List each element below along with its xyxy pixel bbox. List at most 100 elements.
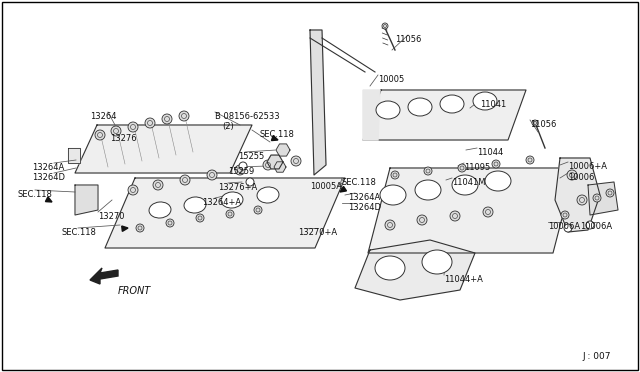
Text: J : 007: J : 007 — [582, 352, 611, 361]
Text: 11056: 11056 — [530, 120, 556, 129]
Circle shape — [180, 175, 190, 185]
Circle shape — [196, 214, 204, 222]
Polygon shape — [274, 162, 286, 172]
Circle shape — [128, 122, 138, 132]
Circle shape — [567, 170, 577, 180]
Text: 10005: 10005 — [378, 75, 404, 84]
Text: 13276: 13276 — [110, 134, 136, 143]
Text: 10006: 10006 — [568, 173, 595, 182]
Circle shape — [458, 164, 466, 172]
Circle shape — [263, 160, 273, 170]
Circle shape — [577, 195, 587, 205]
Ellipse shape — [376, 101, 400, 119]
Text: 11056: 11056 — [395, 35, 421, 44]
Circle shape — [424, 167, 432, 175]
Polygon shape — [122, 226, 128, 231]
Ellipse shape — [184, 197, 206, 213]
Circle shape — [246, 178, 254, 186]
Ellipse shape — [473, 92, 497, 110]
Text: 13264D: 13264D — [348, 203, 381, 212]
Text: 10005A: 10005A — [310, 182, 342, 191]
Ellipse shape — [415, 180, 441, 200]
Polygon shape — [555, 158, 600, 232]
Polygon shape — [105, 178, 345, 248]
Polygon shape — [68, 148, 80, 163]
Circle shape — [385, 220, 395, 230]
Text: (2): (2) — [222, 122, 234, 131]
Polygon shape — [363, 90, 526, 140]
Circle shape — [593, 194, 601, 202]
Circle shape — [483, 207, 493, 217]
Circle shape — [586, 221, 594, 229]
Ellipse shape — [408, 98, 432, 116]
Circle shape — [235, 165, 245, 175]
Text: 13264D: 13264D — [32, 173, 65, 182]
Circle shape — [606, 189, 614, 197]
Circle shape — [492, 160, 500, 168]
Circle shape — [254, 206, 262, 214]
Text: 13264: 13264 — [90, 112, 116, 121]
Ellipse shape — [149, 202, 171, 218]
Polygon shape — [368, 168, 575, 253]
Text: 15255: 15255 — [238, 152, 264, 161]
Circle shape — [564, 224, 572, 232]
Text: 11041: 11041 — [480, 100, 506, 109]
Ellipse shape — [452, 175, 478, 195]
Circle shape — [561, 211, 569, 219]
Circle shape — [111, 126, 121, 136]
Text: 11041M: 11041M — [452, 178, 486, 187]
Circle shape — [417, 215, 427, 225]
Polygon shape — [355, 240, 475, 300]
Polygon shape — [271, 135, 278, 141]
Circle shape — [153, 180, 163, 190]
Polygon shape — [340, 186, 346, 192]
Circle shape — [128, 185, 138, 195]
Circle shape — [532, 120, 538, 126]
Text: 13264A: 13264A — [348, 193, 380, 202]
Circle shape — [207, 170, 217, 180]
Circle shape — [95, 130, 105, 140]
Circle shape — [145, 118, 155, 128]
Text: 10006+A: 10006+A — [568, 162, 607, 171]
Polygon shape — [267, 155, 283, 169]
Polygon shape — [45, 197, 52, 202]
Polygon shape — [75, 125, 252, 173]
Circle shape — [239, 162, 247, 170]
Circle shape — [136, 224, 144, 232]
Text: 13264A: 13264A — [32, 163, 64, 172]
Circle shape — [226, 210, 234, 218]
Ellipse shape — [257, 187, 279, 203]
Text: FRONT: FRONT — [118, 286, 151, 296]
Text: 13270: 13270 — [98, 212, 125, 221]
Polygon shape — [363, 90, 380, 140]
Text: SEC.118: SEC.118 — [62, 228, 97, 237]
Ellipse shape — [380, 185, 406, 205]
Text: 13264+A: 13264+A — [202, 198, 241, 207]
Text: 15259: 15259 — [228, 167, 254, 176]
Circle shape — [450, 211, 460, 221]
Polygon shape — [588, 182, 618, 215]
Polygon shape — [75, 185, 98, 215]
Circle shape — [166, 219, 174, 227]
Polygon shape — [90, 268, 118, 284]
Text: 10006A: 10006A — [548, 222, 580, 231]
Polygon shape — [310, 30, 326, 175]
Ellipse shape — [221, 192, 243, 208]
Text: 10006A: 10006A — [580, 222, 612, 231]
Text: SEC.118: SEC.118 — [342, 178, 377, 187]
Circle shape — [162, 114, 172, 124]
Text: SEC.118: SEC.118 — [260, 130, 295, 139]
Text: 11044: 11044 — [477, 148, 503, 157]
Circle shape — [179, 111, 189, 121]
Ellipse shape — [440, 95, 464, 113]
Text: 11044+A: 11044+A — [444, 275, 483, 284]
Text: B 08156-62533: B 08156-62533 — [215, 112, 280, 121]
Text: 11095: 11095 — [464, 163, 490, 172]
Polygon shape — [276, 144, 290, 156]
Circle shape — [391, 171, 399, 179]
Ellipse shape — [375, 256, 405, 280]
Ellipse shape — [485, 171, 511, 191]
Circle shape — [291, 156, 301, 166]
Text: 13276+A: 13276+A — [218, 183, 257, 192]
Text: 13270+A: 13270+A — [298, 228, 337, 237]
